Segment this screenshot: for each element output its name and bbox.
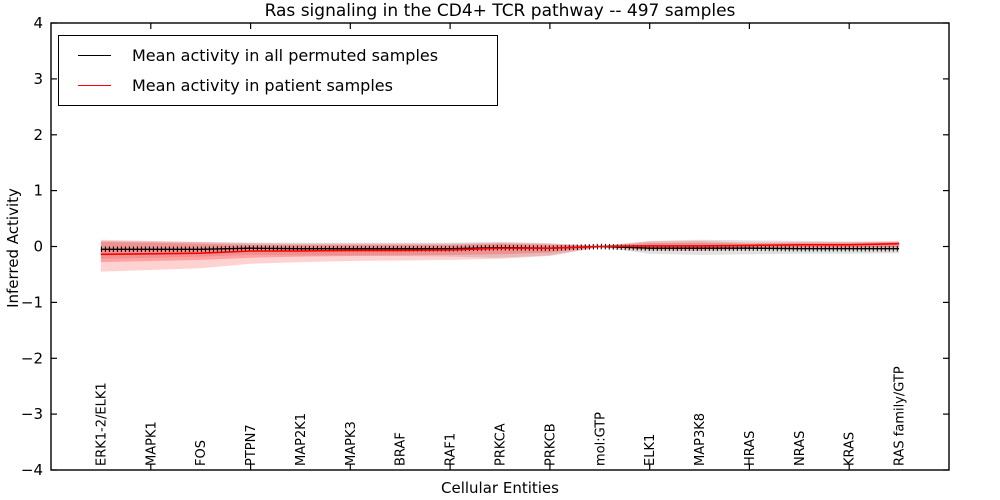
category-label: MAP2K1: [294, 413, 309, 466]
x-axis-label: Cellular Entities: [441, 479, 559, 497]
category-label: PRKCA: [494, 423, 509, 466]
permuted-band: [100, 239, 900, 259]
y-tick-label: 1: [33, 182, 43, 200]
category-label: ERK1-2/ELK1: [94, 382, 109, 466]
y-tick-label: 2: [33, 126, 43, 144]
category-label: KRAS: [843, 432, 858, 466]
legend-line-sample-patient: [78, 85, 111, 86]
category-label: RAS family/GTP: [893, 366, 908, 466]
category-label: MAPK1: [144, 421, 159, 466]
y-tick-label: 3: [33, 70, 43, 88]
legend: Mean activity in all permuted samples Me…: [58, 35, 498, 106]
y-tick-label: −1: [21, 293, 43, 311]
y-tick-label: −3: [21, 405, 43, 423]
legend-item-patient: Mean activity in patient samples: [65, 75, 491, 96]
chart-title: Ras signaling in the CD4+ TCR pathway --…: [264, 1, 736, 21]
category-label: PTPN7: [244, 424, 259, 466]
category-label: NRAS: [793, 431, 808, 466]
legend-label-permuted: Mean activity in all permuted samples: [132, 46, 439, 65]
legend-item-permuted: Mean activity in all permuted samples: [65, 45, 491, 66]
y-tick-label: 0: [33, 238, 43, 256]
y-tick-label: −2: [21, 349, 43, 367]
patient-mean-line: [100, 242, 900, 256]
y-tick-label: 4: [33, 14, 43, 32]
category-label: MAP3K8: [693, 413, 708, 466]
y-tick-label: −4: [21, 461, 43, 479]
legend-line-sample-permuted: [78, 55, 111, 56]
category-label: PRKCB: [543, 423, 558, 466]
category-label: MAPK3: [344, 421, 359, 466]
category-label: BRAF: [394, 432, 409, 466]
category-label: ELK1: [643, 434, 658, 466]
category-label: mol:GTP: [593, 412, 608, 466]
category-label: HRAS: [743, 431, 758, 466]
category-label: FOS: [194, 440, 209, 466]
patient-band-inner: [100, 242, 900, 263]
y-axis-label: Inferred Activity: [4, 188, 22, 308]
legend-label-patient: Mean activity in patient samples: [132, 76, 393, 95]
category-label: RAF1: [444, 433, 459, 466]
